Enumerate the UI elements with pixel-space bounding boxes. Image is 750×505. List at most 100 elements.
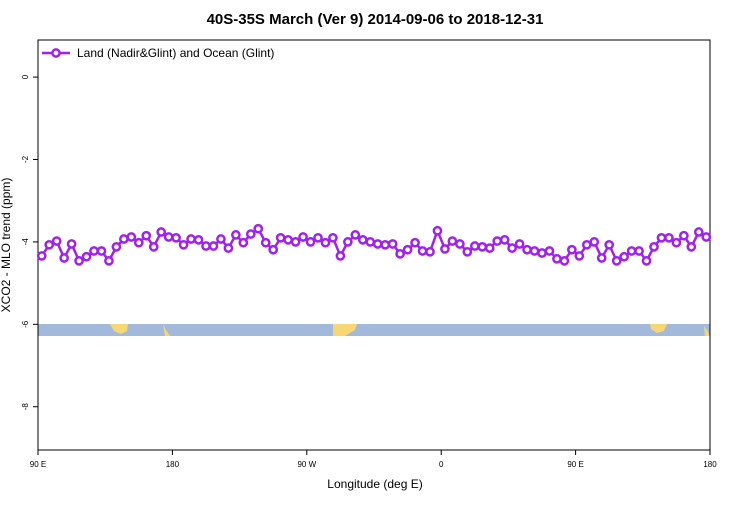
- data-point: [133, 237, 144, 248]
- data-point: [193, 234, 204, 245]
- data-point: [372, 239, 383, 249]
- data-point: [44, 239, 55, 250]
- data-point: [163, 232, 174, 242]
- data-point: [216, 234, 226, 244]
- y-tick-label: -4: [21, 238, 30, 246]
- data-point: [141, 230, 152, 241]
- data-point: [679, 230, 689, 241]
- x-tick-label: 180: [166, 460, 180, 469]
- data-point: [313, 232, 323, 243]
- data-point: [581, 239, 592, 250]
- data-point: [507, 243, 517, 253]
- plot-frame: [37, 39, 711, 451]
- x-tick-label: 90 E: [567, 460, 583, 469]
- y-tick-label: -8: [21, 403, 30, 411]
- data-point: [402, 244, 413, 255]
- x-tick-label: 90 W: [297, 460, 316, 469]
- x-tick-label: 180: [703, 460, 717, 469]
- data-point: [380, 239, 391, 250]
- legend-marker: [51, 48, 61, 58]
- data-point: [671, 237, 682, 248]
- data-point: [522, 244, 532, 255]
- data-point: [641, 256, 652, 266]
- data-point: [320, 237, 331, 248]
- data-point: [51, 236, 62, 246]
- data-point: [455, 239, 465, 249]
- data-point: [462, 246, 473, 257]
- data-point: [89, 246, 99, 256]
- data-point: [208, 241, 219, 251]
- data-point: [81, 251, 92, 262]
- data-point: [178, 239, 189, 250]
- y-tick-label: 0: [21, 74, 30, 79]
- data-point: [74, 256, 84, 266]
- data-point: [268, 244, 279, 255]
- data-point: [305, 237, 316, 247]
- data-point: [425, 246, 435, 257]
- data-point: [357, 234, 368, 245]
- data-point: [701, 232, 712, 242]
- data-point: [126, 232, 137, 242]
- data-point: [537, 248, 547, 258]
- data-point: [245, 229, 256, 239]
- data-point: [171, 232, 181, 243]
- data-point: [260, 237, 271, 248]
- y-axis-label: XCO2 - MLO trend (ppm): [0, 178, 13, 313]
- data-point: [343, 237, 353, 247]
- data-point: [104, 256, 114, 266]
- data-point: [604, 239, 615, 250]
- data-point: [611, 256, 622, 266]
- data-point: [574, 251, 585, 261]
- data-point: [283, 234, 293, 245]
- legend-label: Land (Nadir&Glint) and Ocean (Glint): [77, 46, 274, 60]
- data-point: [328, 232, 338, 243]
- data-point: [335, 251, 346, 261]
- data-point: [96, 246, 107, 256]
- data-point: [589, 237, 600, 247]
- data-point: [499, 234, 510, 245]
- data-point: [395, 249, 405, 259]
- data-point: [514, 239, 525, 249]
- data-point: [119, 234, 129, 244]
- data-point: [275, 232, 286, 243]
- data-point: [156, 227, 167, 237]
- data-point: [417, 246, 428, 256]
- data-point: [59, 253, 69, 263]
- data-point: [410, 237, 420, 248]
- data-point: [477, 242, 488, 252]
- data-point: [649, 242, 659, 252]
- data-point: [484, 243, 495, 253]
- y-tick-label: -6: [21, 320, 30, 328]
- data-point: [290, 237, 301, 247]
- data-point: [148, 242, 159, 252]
- data-point: [253, 223, 264, 234]
- data-point: [693, 227, 704, 237]
- data-point: [664, 232, 674, 243]
- data-point: [350, 230, 361, 240]
- data-point: [298, 232, 308, 242]
- data-point: [596, 253, 607, 263]
- data-point: [529, 246, 540, 256]
- data-point: [111, 242, 122, 252]
- data-point: [559, 256, 570, 266]
- data-point: [544, 246, 555, 256]
- x-axis-label: Longitude (deg E): [327, 477, 422, 491]
- data-point: [634, 246, 644, 256]
- data-point: [656, 232, 667, 243]
- data-point: [36, 251, 47, 261]
- data-point: [432, 225, 443, 236]
- data-point: [387, 239, 398, 249]
- map-strip: [38, 324, 710, 336]
- x-tick-label: 0: [439, 460, 444, 469]
- data-point: [619, 251, 629, 262]
- data-point: [440, 244, 450, 254]
- data-point: [201, 241, 211, 251]
- data-point: [469, 241, 480, 251]
- data-point: [238, 237, 249, 248]
- data-point: [231, 230, 241, 240]
- data-point: [66, 239, 77, 249]
- data-point: [447, 236, 458, 246]
- x-tick-label: 90 E: [30, 460, 46, 469]
- chart-title: 40S-35S March (Ver 9) 2014-09-06 to 2018…: [207, 11, 544, 28]
